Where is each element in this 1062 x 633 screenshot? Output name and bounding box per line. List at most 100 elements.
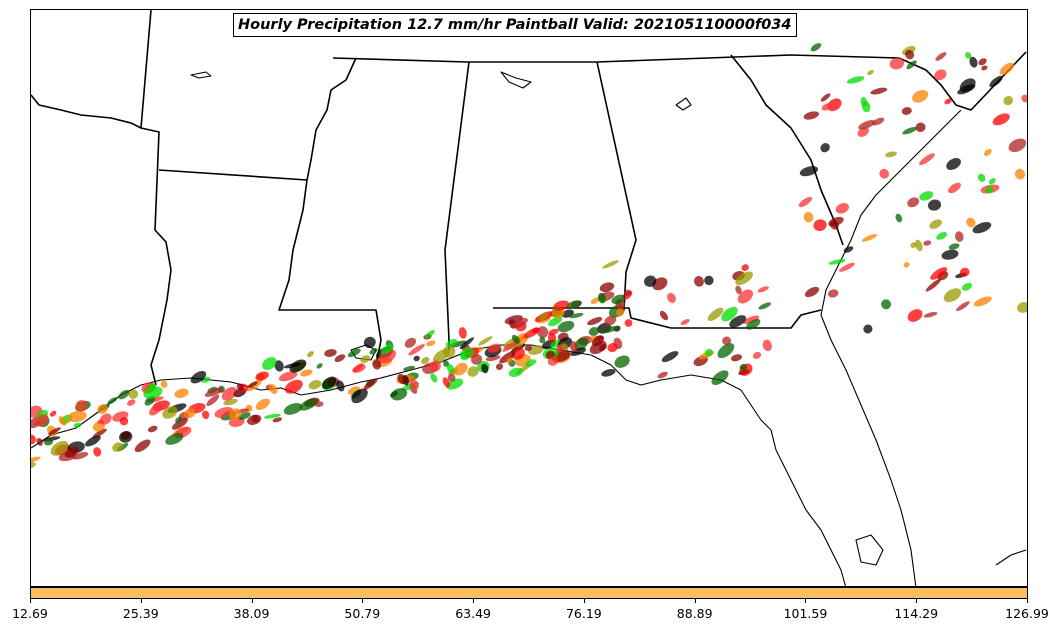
paintball-blob [93,447,102,457]
paintball-blob [397,373,407,385]
paintball-blob [737,289,754,304]
paintball-blob [424,329,435,339]
paintball-blob [721,306,738,322]
paintball-blob [810,43,822,52]
paintball-blob [944,98,952,105]
paintball-blob [964,51,972,59]
paintball-blob [236,383,244,391]
paintball-blob [861,101,871,113]
paintball-blob [919,191,934,201]
paintball-blob [906,60,917,70]
coastline [31,71,1027,586]
paintball-blob [742,315,760,325]
paintball-blob [981,65,988,71]
paintball-blob [229,408,242,421]
paintball-blob [624,319,633,327]
paintball-blob [722,336,732,346]
paintball-blob [839,262,855,272]
paintball-blob [165,433,184,445]
paintball-blob [704,275,714,286]
map-canvas [31,10,1027,586]
paintball-blob [901,107,912,115]
paintball-blob [160,380,168,388]
paintball-blob [31,434,36,445]
paintball-blob [752,351,762,359]
paintball-blob [923,311,938,318]
paintball-blob [495,363,504,370]
paintball-blob [907,197,920,208]
paintball-blob [820,143,830,153]
paintball-blob [255,371,269,381]
paintball-blob [409,378,419,390]
paintball-blob [803,212,814,223]
colorbar-tick-label: 63.49 [455,606,492,621]
paintball-blob [284,379,303,394]
paintball-blob [711,370,729,385]
paintball-blob [447,373,456,382]
colorbar-tick [30,599,31,603]
paintball-blob [915,122,926,133]
paintball-blob [421,356,430,365]
paintball-blob [961,282,973,291]
paintball-blob [204,387,224,397]
paintball-blob [408,344,425,356]
paintball-blob [458,327,467,339]
paintball-blob [989,75,1003,88]
paintball-blob [403,365,415,371]
paintball-blob [943,288,962,303]
paintball-blob [508,367,523,377]
paintball-blob [442,377,451,388]
paintball-blob [322,376,337,390]
paintball-blob [369,348,378,355]
paintball-blob [1021,94,1027,103]
paintball-blob [739,363,747,371]
paintball-blob [262,357,277,371]
paintball-blob [905,49,915,60]
paintball-blob [863,324,873,334]
colorbar-tick-label: 126.99 [1005,606,1049,621]
paintball-blob [599,282,615,292]
paintball-blob [190,370,207,384]
paintball-blob [667,292,676,303]
colorbar-tick-label: 114.29 [894,606,939,621]
paintball-blob [570,347,586,356]
paintball-blob [735,285,742,295]
paintball-blob [569,312,584,319]
paintball-blob [214,406,234,418]
colorbar-tick-label: 88.89 [676,606,713,621]
paintball-blob [799,166,819,177]
paintball-blob [589,340,607,355]
paintball-blob [588,326,599,337]
paintball-blob [347,348,361,358]
paintball-blob [798,196,813,208]
paintball-blob [934,69,947,81]
colorbar-tick [473,599,475,603]
paintball-blob [872,117,885,126]
paintball-blob [959,267,970,277]
paintball-blob [128,389,139,399]
colorbar-tick-label: 25.39 [122,606,159,621]
paintball-blob [390,388,408,401]
paintball-blob [881,299,892,310]
colorbar-tick [805,599,807,603]
paintball-blob [538,313,548,321]
paintball-blob [566,300,582,309]
paintball-blob [988,178,996,185]
paintball-blob [278,371,298,382]
paintball-blob [506,357,513,364]
paintball-blob [97,419,104,424]
paintball-blob [363,378,378,390]
paintball-blob [531,327,539,334]
paintball-blob [380,344,394,355]
paintball-blob [372,359,382,370]
paintball-blob [247,414,262,425]
paintball-blob [590,297,600,304]
map-panel [30,9,1028,587]
paintball-blob [316,363,323,369]
paintball-blob [127,399,136,406]
paintball-blob [707,307,724,321]
paintball-blob [206,394,220,407]
paintball-blob [71,452,89,460]
paintball-blob [624,289,632,297]
paintball-blob [34,414,49,427]
